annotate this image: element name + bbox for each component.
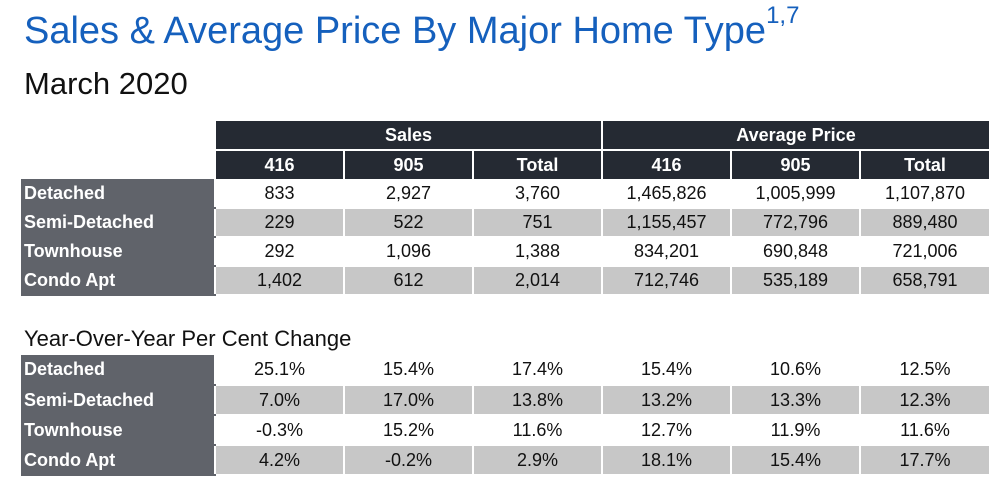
table-cell: 12.3% (859, 385, 989, 416)
table-cell: 1,096 (343, 237, 473, 267)
group-header-average-price: Average Price (601, 121, 990, 151)
sales-price-table: Sales Average Price 416 905 Total 416 90… (21, 121, 990, 296)
table-cell: 18.1% (601, 445, 731, 476)
row-label: Semi-Detached (21, 208, 215, 238)
table-row: Semi-Detached 229 522 751 1,155,457 772,… (21, 208, 990, 238)
table-cell: 13.8% (472, 385, 602, 416)
table-cell: 690,848 (730, 237, 861, 267)
table-cell: 229 (214, 208, 344, 238)
row-label: Condo Apt (21, 445, 215, 476)
col-header-sales-905: 905 (343, 150, 473, 179)
yoy-section-title: Year-Over-Year Per Cent Change (24, 326, 352, 351)
table-row: Semi-Detached 7.0% 17.0% 13.8% 13.2% 13.… (21, 385, 989, 416)
table-cell: 4.2% (214, 445, 344, 476)
row-label: Condo Apt (21, 266, 215, 296)
table-cell: 2.9% (472, 445, 602, 476)
table-cell: 17.4% (472, 355, 602, 386)
row-label: Semi-Detached (21, 385, 215, 416)
row-label: Townhouse (21, 415, 215, 446)
table-cell: 1,402 (214, 266, 344, 296)
col-header-sales-416: 416 (214, 150, 344, 179)
table-cell: 17.0% (343, 385, 473, 416)
column-header-row: 416 905 Total 416 905 Total (21, 150, 990, 179)
table-cell: 751 (471, 208, 603, 238)
table-cell: 12.7% (601, 415, 731, 446)
table-cell: 1,465,826 (601, 179, 732, 209)
group-header-row: Sales Average Price (21, 121, 990, 151)
table-row: Condo Apt 1,402 612 2,014 712,746 535,18… (21, 266, 990, 296)
table-cell: 834,201 (601, 237, 732, 267)
table-cell: 11.6% (472, 415, 602, 446)
table-cell: 1,107,870 (859, 179, 990, 209)
table-cell: 612 (343, 266, 473, 296)
table-cell: 721,006 (859, 237, 990, 267)
table-cell: 11.6% (859, 415, 989, 446)
col-header-price-416: 416 (601, 150, 732, 179)
page-title: Sales & Average Price By Major Home Type… (24, 4, 799, 54)
table-cell: 7.0% (214, 385, 344, 416)
table-cell: 15.4% (730, 445, 860, 476)
table-cell: 13.3% (730, 385, 860, 416)
title-footnote-superscript: 1,7 (766, 2, 800, 30)
table-row: Townhouse 292 1,096 1,388 834,201 690,84… (21, 237, 990, 267)
col-header-price-905: 905 (730, 150, 861, 179)
table-cell: 712,746 (601, 266, 732, 296)
table-cell: 12.5% (859, 355, 989, 386)
page-title-text: Sales & Average Price By Major Home Type (24, 10, 767, 52)
table-row: Detached 25.1% 15.4% 17.4% 15.4% 10.6% 1… (21, 355, 989, 386)
corner-cell (21, 121, 215, 150)
col-header-sales-total: Total (471, 150, 603, 179)
col-header-price-total: Total (859, 150, 990, 179)
table-row: Condo Apt 4.2% -0.2% 2.9% 18.1% 15.4% 17… (21, 445, 989, 476)
table-cell: 10.6% (730, 355, 860, 386)
table-cell: 3,760 (471, 179, 603, 209)
table-cell: -0.2% (343, 445, 473, 476)
table-cell: 17.7% (859, 445, 989, 476)
table-cell: 292 (214, 237, 344, 267)
page-subtitle: March 2020 (24, 66, 188, 101)
table-cell: 1,005,999 (730, 179, 861, 209)
row-label: Townhouse (21, 237, 215, 267)
yoy-change-table: Detached 25.1% 15.4% 17.4% 15.4% 10.6% 1… (21, 355, 989, 476)
table-cell: 1,155,457 (601, 208, 732, 238)
table-cell: 2,014 (471, 266, 603, 296)
table-cell: 15.4% (343, 355, 473, 386)
table-cell: 889,480 (859, 208, 990, 238)
table-cell: 522 (343, 208, 473, 238)
table-cell: 2,927 (343, 179, 473, 209)
table-cell: 772,796 (730, 208, 861, 238)
table-row: Townhouse -0.3% 15.2% 11.6% 12.7% 11.9% … (21, 415, 989, 446)
table-cell: 15.4% (601, 355, 731, 386)
row-label: Detached (21, 179, 215, 209)
table-cell: 658,791 (859, 266, 990, 296)
table-cell: 833 (214, 179, 344, 209)
table-cell: 25.1% (214, 355, 344, 386)
table-cell: -0.3% (214, 415, 344, 446)
table-cell: 13.2% (601, 385, 731, 416)
row-label: Detached (21, 355, 215, 386)
group-header-sales: Sales (213, 121, 603, 151)
table-cell: 535,189 (730, 266, 861, 296)
table-cell: 15.2% (343, 415, 473, 446)
table-cell: 11.9% (730, 415, 860, 446)
table-cell: 1,388 (471, 237, 603, 267)
table-row: Detached 833 2,927 3,760 1,465,826 1,005… (21, 179, 990, 209)
corner-cell (21, 150, 215, 179)
